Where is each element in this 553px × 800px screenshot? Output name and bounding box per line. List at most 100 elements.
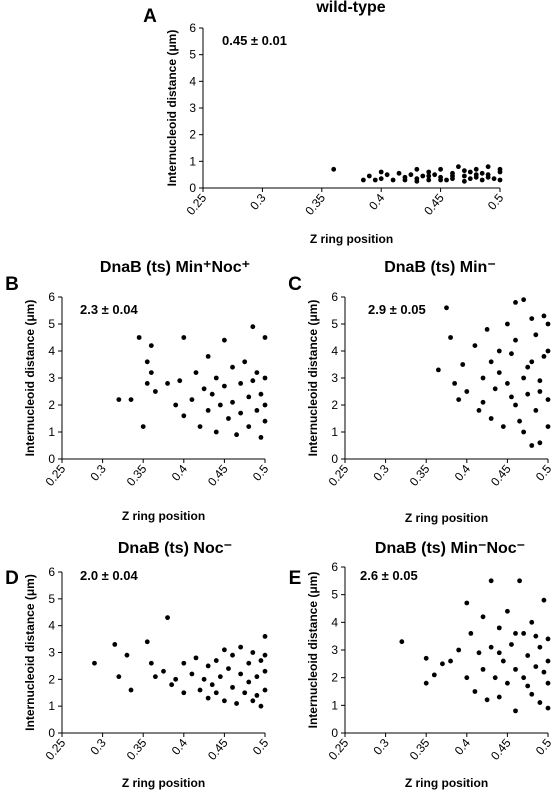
panel-title: DnaB (ts) Min⁻ [384, 259, 496, 276]
data-point [426, 177, 432, 183]
data-point [262, 668, 268, 674]
x-tick-label: 0.4 [452, 462, 474, 484]
data-point [165, 381, 170, 386]
data-point [432, 172, 438, 178]
data-point [456, 647, 462, 653]
data-point [246, 424, 252, 429]
data-point [226, 416, 231, 421]
data-point [509, 394, 514, 400]
data-point [452, 381, 458, 386]
data-point [435, 367, 441, 373]
data-point [533, 633, 539, 639]
data-point [201, 676, 207, 682]
data-point [431, 672, 437, 678]
data-point [128, 687, 134, 693]
data-point [173, 676, 179, 682]
data-point [448, 658, 453, 664]
data-point [525, 683, 531, 689]
data-point [402, 177, 408, 183]
data-point [509, 642, 514, 647]
data-point [521, 297, 527, 303]
data-point [533, 408, 539, 413]
data-point [222, 337, 227, 343]
data-point [189, 397, 195, 402]
x-axis-label: Z ring position [122, 509, 205, 523]
data-point [262, 418, 268, 424]
y-tick-label: 5 [189, 48, 196, 62]
data-point [222, 698, 227, 704]
data-point [485, 174, 491, 180]
y-tick-label: 6 [189, 21, 196, 35]
data-point [372, 177, 378, 183]
y-tick-label: 1 [331, 425, 338, 439]
y-axis-label: Internucleoid distance (μm) [165, 30, 179, 187]
y-tick-label: 0 [331, 726, 338, 740]
data-point [258, 658, 264, 663]
data-point [529, 691, 535, 697]
x-tick-label: 0.5 [533, 462, 553, 484]
data-point [460, 362, 466, 367]
data-point [480, 399, 486, 405]
data-point [262, 652, 268, 658]
data-point [488, 578, 494, 584]
y-tick-label: 4 [331, 615, 338, 629]
x-axis-label: Z ring position [405, 511, 488, 525]
y-tick-label: 1 [331, 698, 338, 712]
data-point [525, 391, 531, 397]
y-tick-label: 4 [48, 344, 55, 358]
data-point [541, 354, 547, 359]
y-tick-label: 2 [189, 128, 196, 142]
data-point [408, 172, 414, 178]
x-tick-label: 0.4 [452, 736, 474, 758]
data-point [226, 666, 231, 671]
data-point [438, 177, 443, 183]
x-tick-label: 0.25 [43, 736, 69, 763]
panel: E DnaB (ts) Min⁻Noc⁻ 0 1 2 3 4 5 6 0.25 0.3 0.35 0.4… [289, 540, 553, 790]
y-tick-label: 3 [331, 643, 338, 657]
data-point [165, 615, 170, 621]
panel: C DnaB (ts) Min⁻ 0 1 2 3 4 5 6 0.25 0.3 0.35 0.4 0.45… [288, 259, 553, 525]
panel-letter: D [5, 568, 19, 589]
data-point [238, 381, 244, 386]
data-point [472, 689, 478, 694]
data-point [545, 348, 551, 354]
data-point [456, 397, 462, 402]
data-point [464, 600, 470, 606]
panel-title: wild-type [315, 0, 385, 16]
data-point [197, 424, 203, 429]
data-point [521, 631, 527, 636]
data-point [230, 399, 235, 405]
x-tick-label: 0.25 [326, 736, 352, 763]
data-point [414, 178, 420, 184]
x-tick-label: 0.45 [421, 191, 447, 218]
data-point [250, 324, 256, 330]
data-point [262, 687, 268, 693]
data-point [480, 375, 486, 381]
x-tick-label: 0.35 [407, 736, 433, 763]
data-point [521, 429, 527, 435]
x-tick-label: 0.5 [485, 191, 507, 213]
data-point [426, 169, 432, 175]
data-point [420, 173, 426, 179]
x-tick-label: 0.5 [533, 736, 553, 758]
y-tick-label: 6 [331, 560, 338, 574]
x-axis-label: Z ring position [405, 776, 488, 790]
data-point [169, 682, 175, 688]
y-tick-label: 2 [331, 398, 338, 412]
y-tick-label: 0 [48, 452, 55, 466]
data-point [537, 378, 543, 384]
data-point [230, 652, 235, 658]
x-tick-label: 0.35 [407, 462, 433, 489]
data-point [189, 671, 195, 677]
data-point [545, 658, 551, 664]
data-point [461, 168, 467, 174]
data-point [525, 653, 531, 658]
x-tick-label: 0.5 [250, 462, 272, 484]
data-point [513, 300, 518, 305]
data-point [529, 443, 535, 448]
annotation: 2.9 ± 0.05 [368, 302, 426, 317]
data-point [545, 705, 551, 711]
data-point [238, 644, 244, 650]
x-tick-label: 0.3 [247, 191, 269, 213]
y-axis-label: Internucleoid distance (μm) [23, 574, 37, 731]
